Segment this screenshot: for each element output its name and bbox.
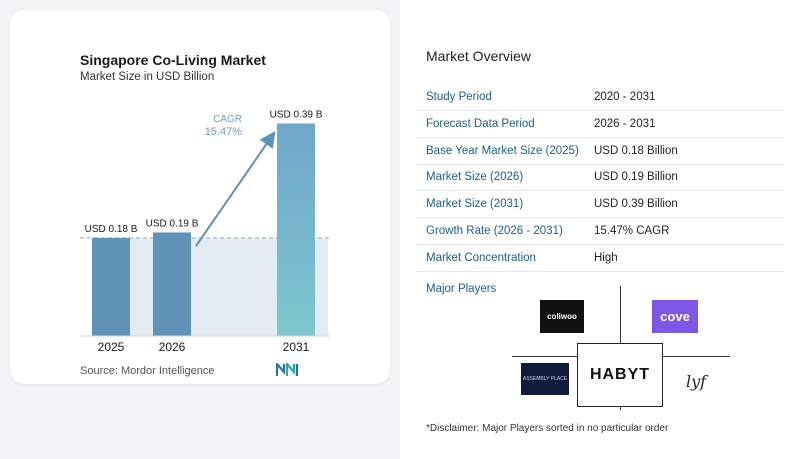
overview-row-label: Market Size (2026) <box>426 171 524 184</box>
bar-2031 <box>277 123 315 336</box>
overview-row: Base Year Market Size (2025) USD 0.18 Bil… <box>416 138 784 165</box>
major-players-label: Major Players <box>426 283 497 295</box>
overview-row-value: 15.47% CAGR <box>594 225 670 237</box>
overview-title: Market Overview <box>426 48 532 64</box>
data-label-2026: USD 0.19 B <box>146 218 199 229</box>
habyt-logo: HABYT <box>577 343 663 407</box>
overview-row-label: Growth Rate (2026 - 2031) <box>426 225 563 237</box>
cagr-value: 15.47% <box>205 126 243 138</box>
overview-row: Market Size (2031) USD 0.39 Billion <box>416 191 784 219</box>
data-label-2025: USD 0.18 B <box>85 224 138 235</box>
bar-2025 <box>92 237 130 336</box>
data-label-2031: USD 0.39 B <box>270 109 323 120</box>
players-divider <box>620 286 621 340</box>
overview-row-value: 2026 - 2031 <box>594 117 656 130</box>
overview-row: Market Size (2026) USD 0.19 Billion <box>416 164 784 192</box>
overview-row-value: 2020 - 2031 <box>594 91 656 103</box>
cagr-arrow <box>195 131 276 247</box>
overview-row-value: USD 0.19 Billion <box>594 171 678 184</box>
overview-row-label: Market Size (2031) <box>426 198 524 211</box>
x-tick-label-2031: 2031 <box>283 340 310 354</box>
overview-row: Study Period 2020 - 2031 <box>416 84 784 111</box>
overview-row-label: Base Year Market Size (2025) <box>426 144 579 157</box>
lyf-logo: lyf <box>685 371 707 391</box>
overview-row: Market Concentration High <box>416 245 784 272</box>
overview-row-value: High <box>594 251 618 264</box>
assembly-place-logo: ASSEMBLY PLACE <box>521 363 569 395</box>
overview-row: Forecast Data Period 2026 - 2031 <box>416 111 784 138</box>
source-text: Source: Mordor Intelligence <box>80 365 215 377</box>
overview-row-value: USD 0.18 Billion <box>594 144 678 157</box>
chart-subtitle: Market Size in USD Billion <box>80 71 215 83</box>
coliwoo-logo: coliwoo <box>540 300 584 333</box>
x-tick-label-2026: 2026 <box>159 340 186 354</box>
cove-logo: cove <box>652 300 698 333</box>
overview-row-label: Forecast Data Period <box>426 117 535 130</box>
overview-row-label: Market Concentration <box>426 251 536 264</box>
mordor-intelligence-logo-icon <box>276 363 299 376</box>
overview-row-value: USD 0.39 Billion <box>594 198 678 211</box>
overview-row: Growth Rate (2026 - 2031) 15.47% CAGR <box>416 218 784 245</box>
bar-chart: USD 0.18 B 2025 USD 0.19 B 2026 USD 0.39 B 20… <box>80 109 330 354</box>
x-tick-label-2025: 2025 <box>98 340 125 354</box>
disclaimer: *Disclaimer: Major Players sorted in no … <box>426 423 669 434</box>
overview-row-label: Study Period <box>426 91 492 103</box>
chart-title: Singapore Co-Living Market <box>80 52 266 68</box>
bar-2026 <box>153 232 191 336</box>
cagr-label: CAGR <box>213 114 242 125</box>
